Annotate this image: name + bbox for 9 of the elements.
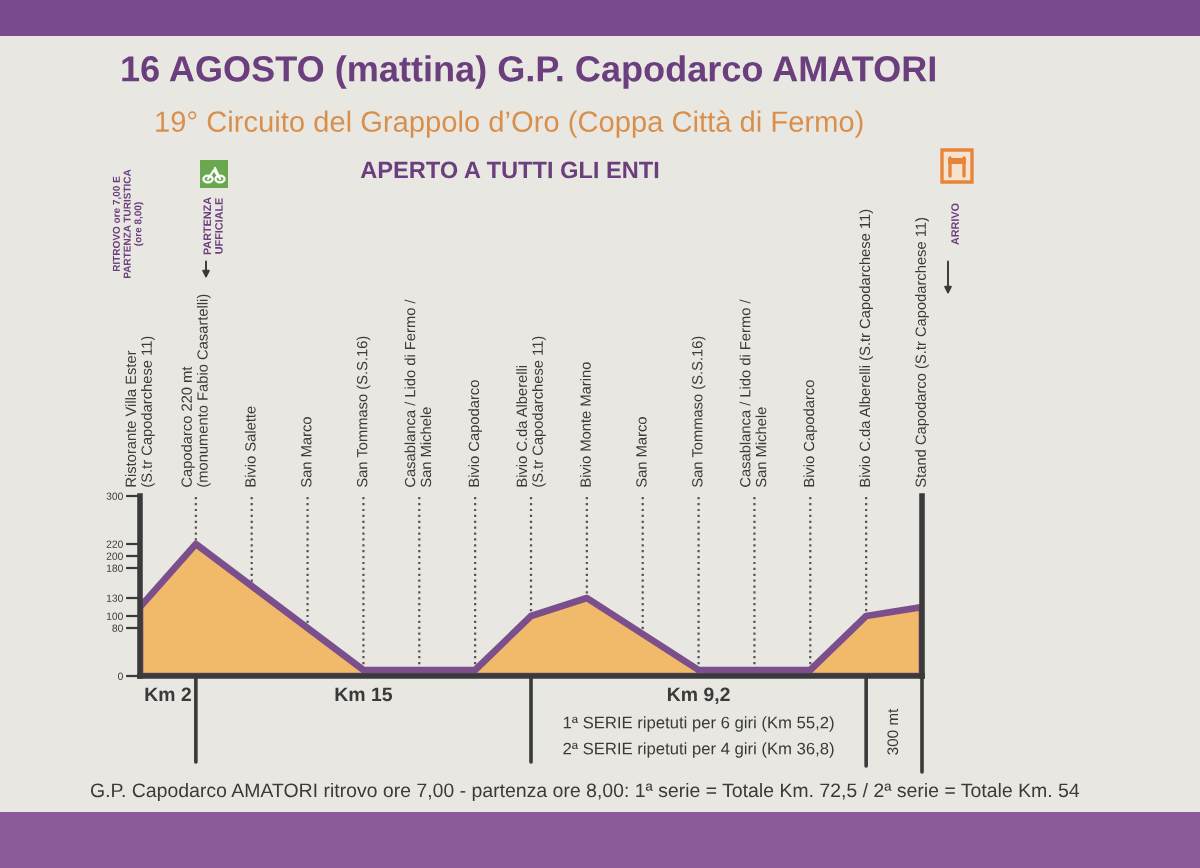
text: 2ª SERIE ripetuti per 4 giri (Km 36,8) [563,742,834,758]
text: Km 15 [335,687,393,702]
text: APERTO A TUTTI GLI ENTI [360,161,659,179]
chart-title: 16 AGOSTO (mattina) G.P. Capodarco AMATORI [122,55,935,89]
text: G.P. Capodarco AMATORI ritrovo ore 7,00 - partenza ore 8,00: 1ª serie = Totale Km. 72,5 / 2ª serie = Totale Km. 54 [90,782,1080,802]
text: Km 2 [145,687,191,702]
text: Km 9,2 [667,687,730,705]
text: 1ª SERIE ripetuti per 6 giri (Km 55,2) [563,716,834,732]
chart-subtitle: 19° Circuito del Grappolo d’Oro (Coppa Città di Fermo) [156,110,863,138]
